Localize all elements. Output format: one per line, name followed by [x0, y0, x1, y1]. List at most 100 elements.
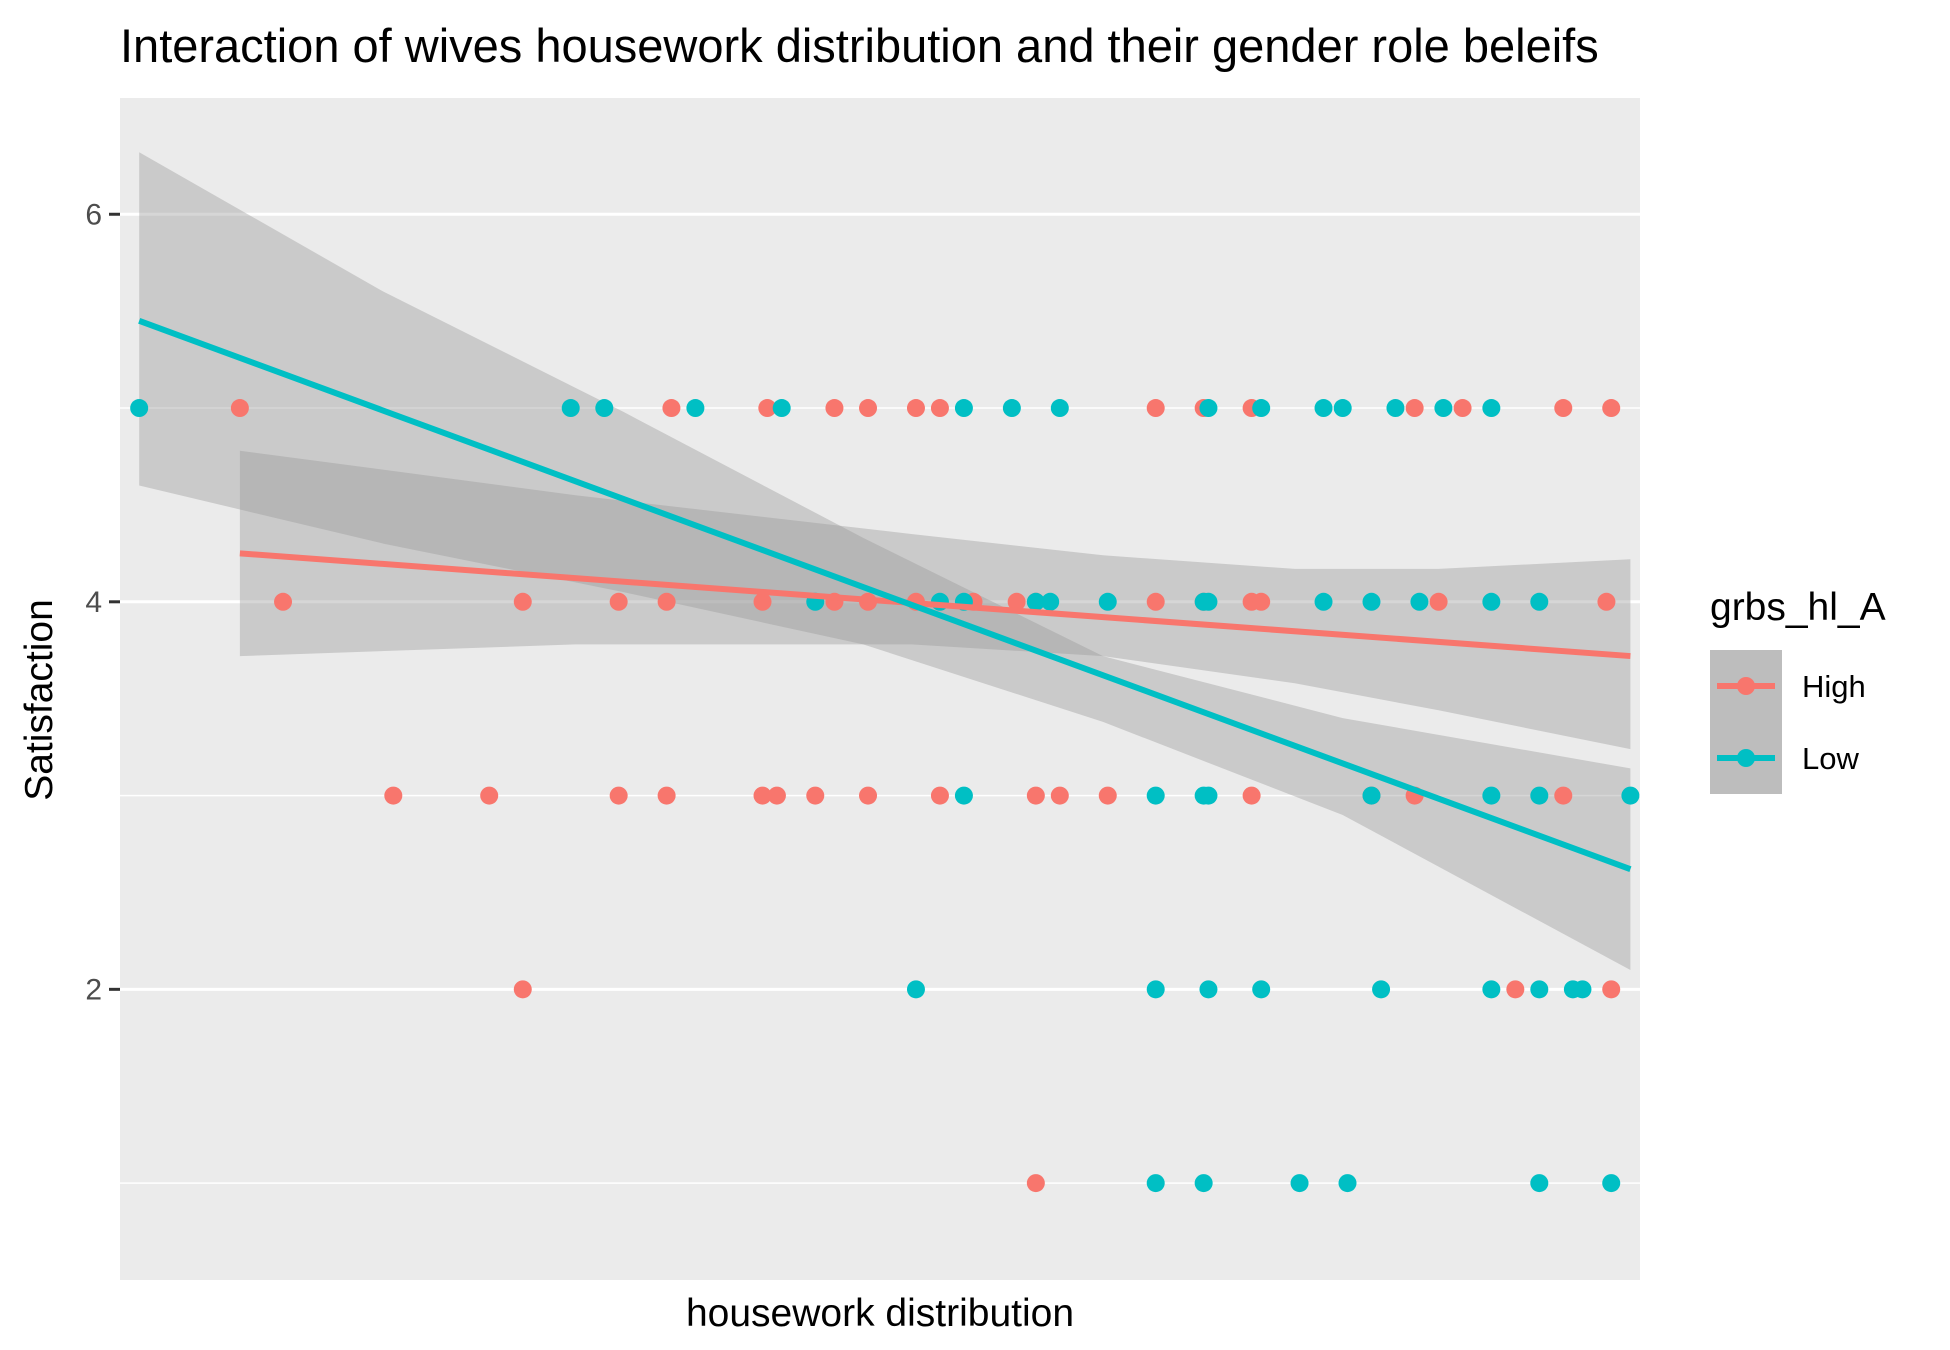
data-point-low: [1530, 980, 1549, 999]
data-point-high: [1242, 786, 1261, 805]
data-point-low: [1573, 980, 1592, 999]
data-point-low: [1482, 786, 1501, 805]
data-point-low: [1530, 592, 1549, 611]
data-point-high: [657, 592, 676, 611]
data-point-high: [609, 592, 628, 611]
data-point-low: [954, 786, 973, 805]
data-point-high: [1602, 980, 1621, 999]
data-point-low: [1002, 399, 1021, 418]
y-tick-label: 2: [85, 973, 102, 1006]
data-point-low: [1146, 786, 1165, 805]
data-point-high: [1146, 592, 1165, 611]
y-axis: 2 4 6: [85, 198, 120, 1006]
data-point-high: [1252, 592, 1271, 611]
data-point-low: [595, 399, 614, 418]
data-point-high: [1026, 786, 1045, 805]
legend-label-low: Low: [1802, 741, 1859, 776]
data-point-low: [1372, 980, 1391, 999]
data-point-low: [1482, 399, 1501, 418]
data-point-high: [1453, 399, 1472, 418]
data-point-high: [657, 786, 676, 805]
legend: grbs_hl_A High Low: [1710, 586, 1886, 794]
data-point-high: [384, 786, 403, 805]
data-point-high: [1098, 786, 1117, 805]
data-point-low: [1482, 592, 1501, 611]
fit-line-low: [138, 318, 1632, 873]
data-point-low: [1338, 1174, 1357, 1193]
plot-panel: [120, 98, 1640, 1280]
data-point-low: [1146, 980, 1165, 999]
data-point-low: [1434, 399, 1453, 418]
legend-dot-high: [1737, 677, 1755, 695]
data-point-high: [513, 980, 532, 999]
data-point-high: [1506, 980, 1525, 999]
data-point-low: [1333, 399, 1352, 418]
data-point-low: [1386, 399, 1405, 418]
data-point-high: [753, 592, 772, 611]
data-point-low: [1410, 592, 1429, 611]
legend-title: grbs_hl_A: [1710, 586, 1886, 629]
data-point-high: [753, 786, 772, 805]
data-point-high: [1050, 786, 1069, 805]
data-point-high: [806, 786, 825, 805]
data-point-low: [1199, 399, 1218, 418]
data-point-high: [513, 592, 532, 611]
data-point-high: [230, 399, 249, 418]
data-point-low: [1194, 1174, 1213, 1193]
data-point-high: [1554, 786, 1573, 805]
y-tick-label: 6: [85, 198, 102, 231]
data-point-low: [1098, 592, 1117, 611]
data-point-high: [1146, 399, 1165, 418]
data-point-high: [906, 399, 925, 418]
legend-dot-low: [1737, 749, 1755, 767]
data-point-low: [1199, 786, 1218, 805]
data-point-low: [1362, 786, 1381, 805]
data-point-high: [758, 399, 777, 418]
data-point-high: [662, 399, 681, 418]
data-point-low: [1362, 592, 1381, 611]
data-point-high: [1405, 399, 1424, 418]
fit-line-high: [239, 550, 1631, 660]
data-point-low: [954, 399, 973, 418]
data-point-high: [1007, 592, 1026, 611]
data-point-low: [1314, 399, 1333, 418]
data-point-high: [274, 592, 293, 611]
data-point-low: [1530, 1174, 1549, 1193]
data-points: [130, 399, 1640, 1193]
data-point-low: [1602, 1174, 1621, 1193]
chart-title: Interaction of wives housework distribut…: [120, 19, 1599, 72]
data-point-low: [1199, 592, 1218, 611]
data-point-low: [1621, 786, 1640, 805]
data-point-high: [859, 786, 878, 805]
data-point-high: [859, 399, 878, 418]
data-point-high: [480, 786, 499, 805]
y-axis-title: Satisfaction: [18, 599, 61, 801]
data-point-high: [930, 399, 949, 418]
data-point-high: [767, 786, 786, 805]
data-point-low: [561, 399, 580, 418]
data-point-high: [609, 786, 628, 805]
data-point-low: [130, 399, 149, 418]
data-point-low: [1482, 980, 1501, 999]
data-point-high: [825, 399, 844, 418]
data-point-low: [1252, 399, 1271, 418]
data-point-high: [1602, 399, 1621, 418]
data-point-high: [1026, 1174, 1045, 1193]
data-point-high: [1429, 592, 1448, 611]
data-point-low: [1290, 1174, 1309, 1193]
data-point-low: [1314, 592, 1333, 611]
data-point-high: [930, 786, 949, 805]
data-point-low: [906, 980, 925, 999]
data-point-low: [686, 399, 705, 418]
data-point-low: [1050, 399, 1069, 418]
data-point-low: [1530, 786, 1549, 805]
data-point-high: [1554, 399, 1573, 418]
data-point-low: [1041, 592, 1060, 611]
fit-lines: [138, 318, 1632, 873]
data-point-high: [1597, 592, 1616, 611]
data-point-low: [772, 399, 791, 418]
y-tick-label: 4: [85, 586, 102, 619]
data-point-low: [1146, 1174, 1165, 1193]
confidence-band-low: [139, 152, 1631, 971]
